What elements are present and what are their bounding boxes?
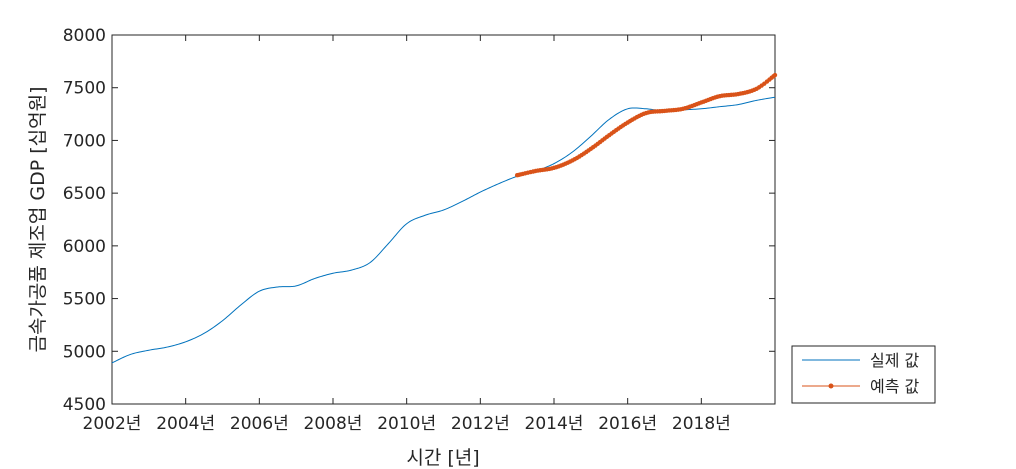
x-tick-label: 2012년 bbox=[451, 414, 510, 434]
legend-label-actual: 실제 값 bbox=[870, 351, 920, 370]
plot-area: 2002년 2004년 2006년 2008년 2010년 2012년 2014년 2016년… bbox=[63, 26, 778, 434]
legend-label-predicted: 예측 값 bbox=[870, 377, 920, 396]
x-tick-label: 2002년 bbox=[83, 414, 142, 434]
x-tick-label: 2004년 bbox=[156, 414, 215, 434]
x-axis-title: 시간 [년] bbox=[406, 447, 479, 469]
y-tick-label: 6000 bbox=[63, 237, 106, 257]
x-tick-label: 2018년 bbox=[672, 414, 731, 434]
tick-layer: 2002년 2004년 2006년 2008년 2010년 2012년 2014년 2016년… bbox=[63, 26, 775, 434]
y-tick-label: 5500 bbox=[63, 290, 106, 310]
x-tick-label: 2006년 bbox=[230, 414, 289, 434]
y-axis-title: 금속가공품 제조업 GDP [십억원] bbox=[27, 86, 49, 352]
series-layer bbox=[111, 72, 778, 364]
x-tick-label: 2016년 bbox=[598, 414, 657, 434]
legend-marker-predicted bbox=[828, 383, 834, 389]
y-tick-label: 4500 bbox=[63, 395, 106, 415]
series-point bbox=[772, 72, 778, 78]
y-tick-label: 8000 bbox=[63, 26, 106, 46]
y-tick-label: 7500 bbox=[63, 79, 106, 99]
y-tick-label: 5000 bbox=[63, 342, 106, 362]
legend: 실제 값 예측 값 bbox=[791, 345, 936, 404]
x-tick-label: 2008년 bbox=[304, 414, 363, 434]
y-tick-label: 7000 bbox=[63, 131, 106, 151]
x-tick-label: 2014년 bbox=[525, 414, 584, 434]
x-tick-label: 2010년 bbox=[377, 414, 436, 434]
plot-frame bbox=[111, 34, 776, 405]
y-tick-label: 6500 bbox=[63, 184, 106, 204]
legend-box bbox=[791, 345, 936, 404]
